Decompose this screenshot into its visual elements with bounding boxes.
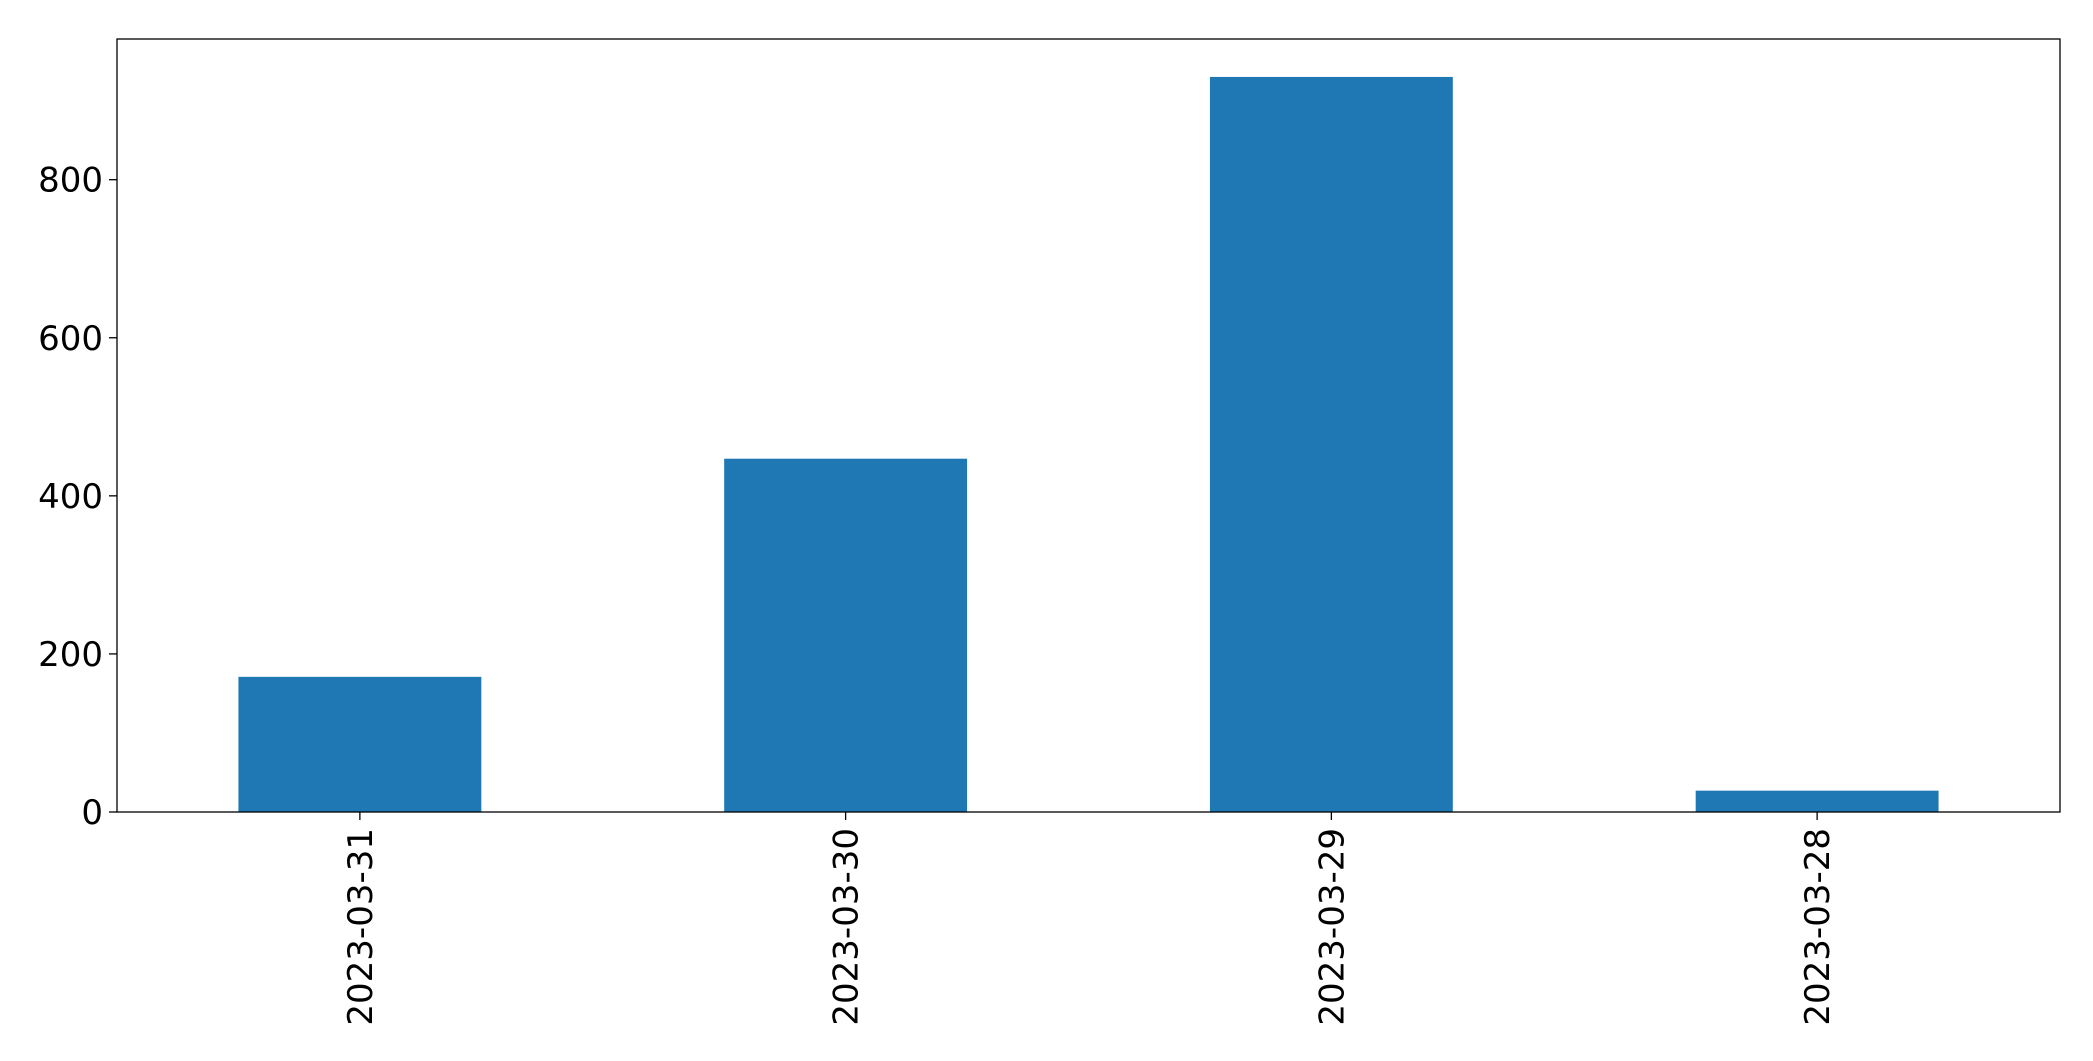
plot-area-frame (116, 38, 2061, 813)
y-tick-label: 800 (38, 161, 103, 201)
bars-group (238, 76, 1939, 812)
x-axis-ticks: 2023-03-31 2023-03-30 2023-03-29 2023-03-28 (341, 812, 1838, 1026)
bar-2023-03-30 (724, 458, 968, 812)
bar-2023-03-29 (1209, 76, 1453, 812)
y-tick-label: 0 (81, 793, 103, 833)
bar-2023-03-31 (238, 676, 482, 812)
x-tick-label: 2023-03-30 (827, 828, 867, 1026)
y-tick-label: 400 (38, 477, 103, 517)
x-tick-label: 2023-03-31 (341, 828, 381, 1026)
bar-2023-03-28 (1695, 790, 1939, 812)
y-axis-ticks: 0 200 400 600 800 (38, 161, 117, 833)
x-tick-label: 2023-03-29 (1312, 828, 1352, 1026)
x-tick-label: 2023-03-28 (1798, 828, 1838, 1026)
y-tick-label: 600 (38, 319, 103, 359)
y-tick-label: 200 (38, 635, 103, 675)
